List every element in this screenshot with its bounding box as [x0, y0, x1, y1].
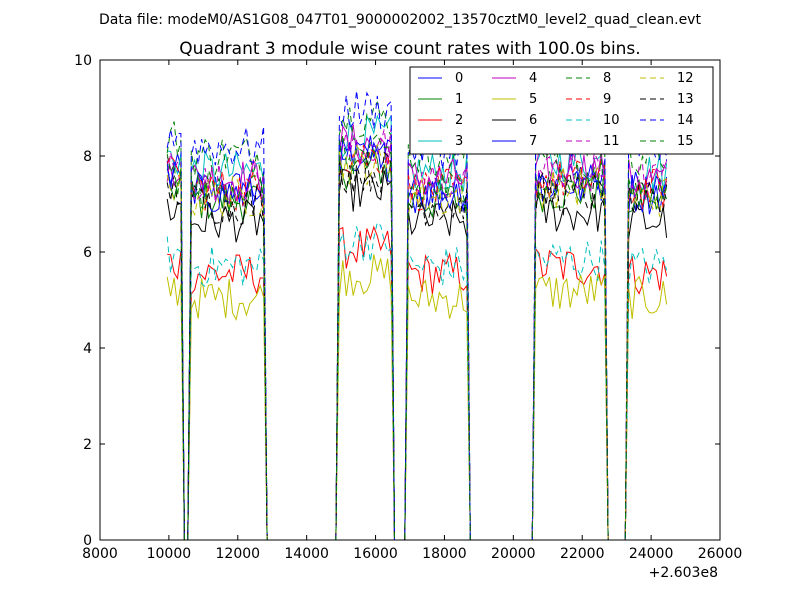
series-line-10: [166, 221, 668, 540]
x-tick-label: 10000: [147, 546, 192, 562]
legend-label-9: 9: [603, 92, 611, 107]
legend-label-8: 8: [603, 71, 611, 86]
x-tick-label: 20000: [491, 546, 536, 562]
y-tick-label: 8: [83, 149, 92, 165]
legend-label-11: 11: [603, 134, 620, 149]
x-tick-label: 16000: [353, 546, 398, 562]
legend-label-14: 14: [677, 113, 694, 128]
legend-label-3: 3: [455, 134, 463, 149]
x-offset-label: +2.603e8: [649, 565, 718, 581]
series-line-5: [166, 254, 668, 540]
axis-ticks: 8000 10000 12000 14000 16000 18000 20000 22000 2…: [74, 53, 742, 562]
series-line-15: [166, 133, 668, 540]
legend-label-4: 4: [529, 71, 537, 86]
x-tick-label: 8000: [82, 546, 118, 562]
legend-label-7: 7: [529, 134, 537, 149]
x-tick-label: 12000: [216, 546, 261, 562]
x-tick-label: 18000: [422, 546, 467, 562]
legend-label-12: 12: [677, 71, 694, 86]
x-tick-label: 26000: [698, 546, 743, 562]
x-tick-label: 14000: [284, 546, 329, 562]
y-tick-label: 0: [83, 533, 92, 549]
legend-box: [409, 66, 714, 155]
series-line-9: [166, 145, 668, 540]
legend-label-5: 5: [529, 92, 537, 107]
legend-label-13: 13: [677, 92, 694, 107]
y-tick-label: 10: [74, 53, 92, 69]
plot-frame: [99, 59, 721, 541]
legend-label-2: 2: [455, 113, 463, 128]
y-tick-label: 2: [83, 437, 92, 453]
x-tick-label: 24000: [629, 546, 674, 562]
legend-label-15: 15: [677, 134, 694, 149]
legend-label-10: 10: [603, 113, 620, 128]
y-tick-label: 4: [83, 341, 92, 357]
chart-suptitle: Data file: modeM0/AS1G08_047T01_90000020…: [99, 12, 701, 28]
series-line-6: [166, 168, 668, 540]
legend-label-0: 0: [455, 71, 463, 86]
chart-title: Quadrant 3 module wise count rates with …: [179, 39, 640, 59]
x-tick-label: 22000: [560, 546, 605, 562]
legend-label-1: 1: [455, 92, 463, 107]
series-line-13: [166, 151, 668, 540]
y-tick-label: 6: [83, 245, 92, 261]
legend-label-6: 6: [529, 113, 537, 128]
